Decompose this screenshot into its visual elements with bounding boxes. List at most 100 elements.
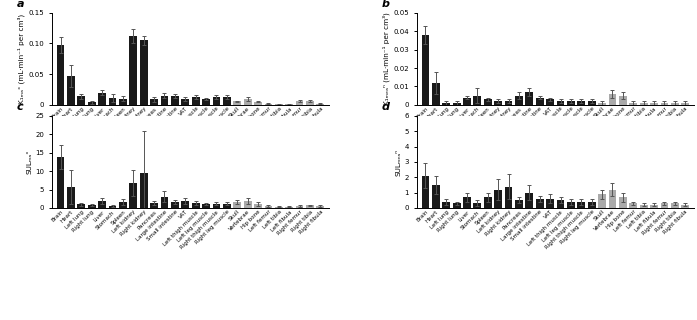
Bar — [640, 103, 648, 105]
Bar — [223, 97, 231, 105]
Text: a: a — [16, 0, 24, 9]
Bar — [306, 101, 314, 105]
Bar — [484, 197, 491, 208]
Text: c: c — [16, 102, 23, 112]
Bar — [567, 202, 575, 208]
Bar — [140, 173, 148, 208]
Bar — [422, 176, 429, 208]
Bar — [671, 204, 679, 208]
Bar — [202, 204, 210, 208]
Y-axis label: K₁ₘₑₐⁿ (mL·min⁻¹ per cm³): K₁ₘₑₐⁿ (mL·min⁻¹ per cm³) — [383, 12, 390, 105]
Bar — [244, 201, 252, 208]
Bar — [463, 98, 471, 105]
Bar — [453, 204, 461, 208]
Bar — [151, 99, 158, 105]
Bar — [192, 97, 199, 105]
Bar — [213, 204, 220, 208]
Y-axis label: K₁ₘₐˣ (mL·min⁻¹ per cm³): K₁ₘₐˣ (mL·min⁻¹ per cm³) — [18, 14, 25, 104]
Bar — [577, 101, 585, 105]
Bar — [619, 96, 627, 105]
Bar — [264, 206, 273, 208]
Bar — [536, 199, 544, 208]
Bar — [285, 206, 293, 208]
Bar — [56, 157, 65, 208]
Bar — [140, 40, 148, 105]
Bar — [546, 99, 554, 105]
Bar — [546, 199, 554, 208]
Bar — [567, 101, 575, 105]
Bar — [296, 206, 303, 208]
Bar — [130, 183, 137, 208]
Bar — [526, 193, 533, 208]
Bar — [109, 98, 116, 105]
Bar — [233, 202, 241, 208]
Bar — [681, 103, 689, 105]
Bar — [473, 96, 482, 105]
Bar — [67, 76, 75, 105]
Bar — [661, 204, 668, 208]
Bar — [160, 196, 169, 208]
Bar — [619, 197, 627, 208]
Bar — [192, 203, 199, 208]
Bar — [608, 94, 616, 105]
Bar — [181, 99, 189, 105]
Bar — [316, 206, 324, 208]
Bar — [681, 205, 689, 208]
Bar — [67, 187, 75, 208]
Bar — [88, 102, 95, 105]
Y-axis label: SULₘₐˣ: SULₘₐˣ — [26, 150, 32, 174]
Bar — [557, 200, 565, 208]
Bar — [316, 104, 324, 105]
Bar — [650, 103, 658, 105]
Bar — [160, 96, 169, 105]
Bar — [119, 202, 127, 208]
Bar — [254, 102, 262, 105]
Bar — [254, 204, 262, 208]
Bar — [526, 92, 533, 105]
Bar — [443, 103, 450, 105]
Bar — [515, 200, 523, 208]
Bar — [285, 104, 293, 105]
Bar — [109, 206, 116, 208]
Bar — [130, 36, 137, 105]
Bar — [422, 35, 429, 105]
Bar — [505, 101, 512, 105]
Bar — [505, 187, 512, 208]
Y-axis label: SULₘₑₐⁿ: SULₘₑₐⁿ — [395, 148, 401, 176]
Bar — [88, 205, 95, 208]
Bar — [484, 99, 491, 105]
Bar — [171, 202, 179, 208]
Bar — [494, 101, 502, 105]
Bar — [629, 204, 637, 208]
Bar — [275, 104, 283, 105]
Bar — [588, 202, 595, 208]
Bar — [598, 194, 606, 208]
Bar — [598, 103, 606, 105]
Bar — [640, 205, 648, 208]
Bar — [77, 204, 85, 208]
Bar — [494, 189, 502, 208]
Bar — [56, 45, 65, 105]
Bar — [275, 206, 283, 208]
Bar — [588, 101, 595, 105]
Bar — [432, 185, 440, 208]
Text: d: d — [381, 102, 389, 112]
Bar — [463, 197, 471, 208]
Bar — [98, 201, 106, 208]
Bar — [515, 96, 523, 105]
Bar — [473, 204, 482, 208]
Bar — [223, 204, 231, 208]
Bar — [608, 189, 616, 208]
Bar — [577, 202, 585, 208]
Bar — [213, 97, 220, 105]
Bar — [629, 103, 637, 105]
Bar — [181, 201, 189, 208]
Bar — [233, 101, 241, 105]
Bar — [151, 203, 158, 208]
Bar — [264, 104, 273, 105]
Bar — [443, 202, 450, 208]
Bar — [650, 205, 658, 208]
Bar — [306, 205, 314, 208]
Bar — [432, 83, 440, 105]
Bar — [671, 103, 679, 105]
